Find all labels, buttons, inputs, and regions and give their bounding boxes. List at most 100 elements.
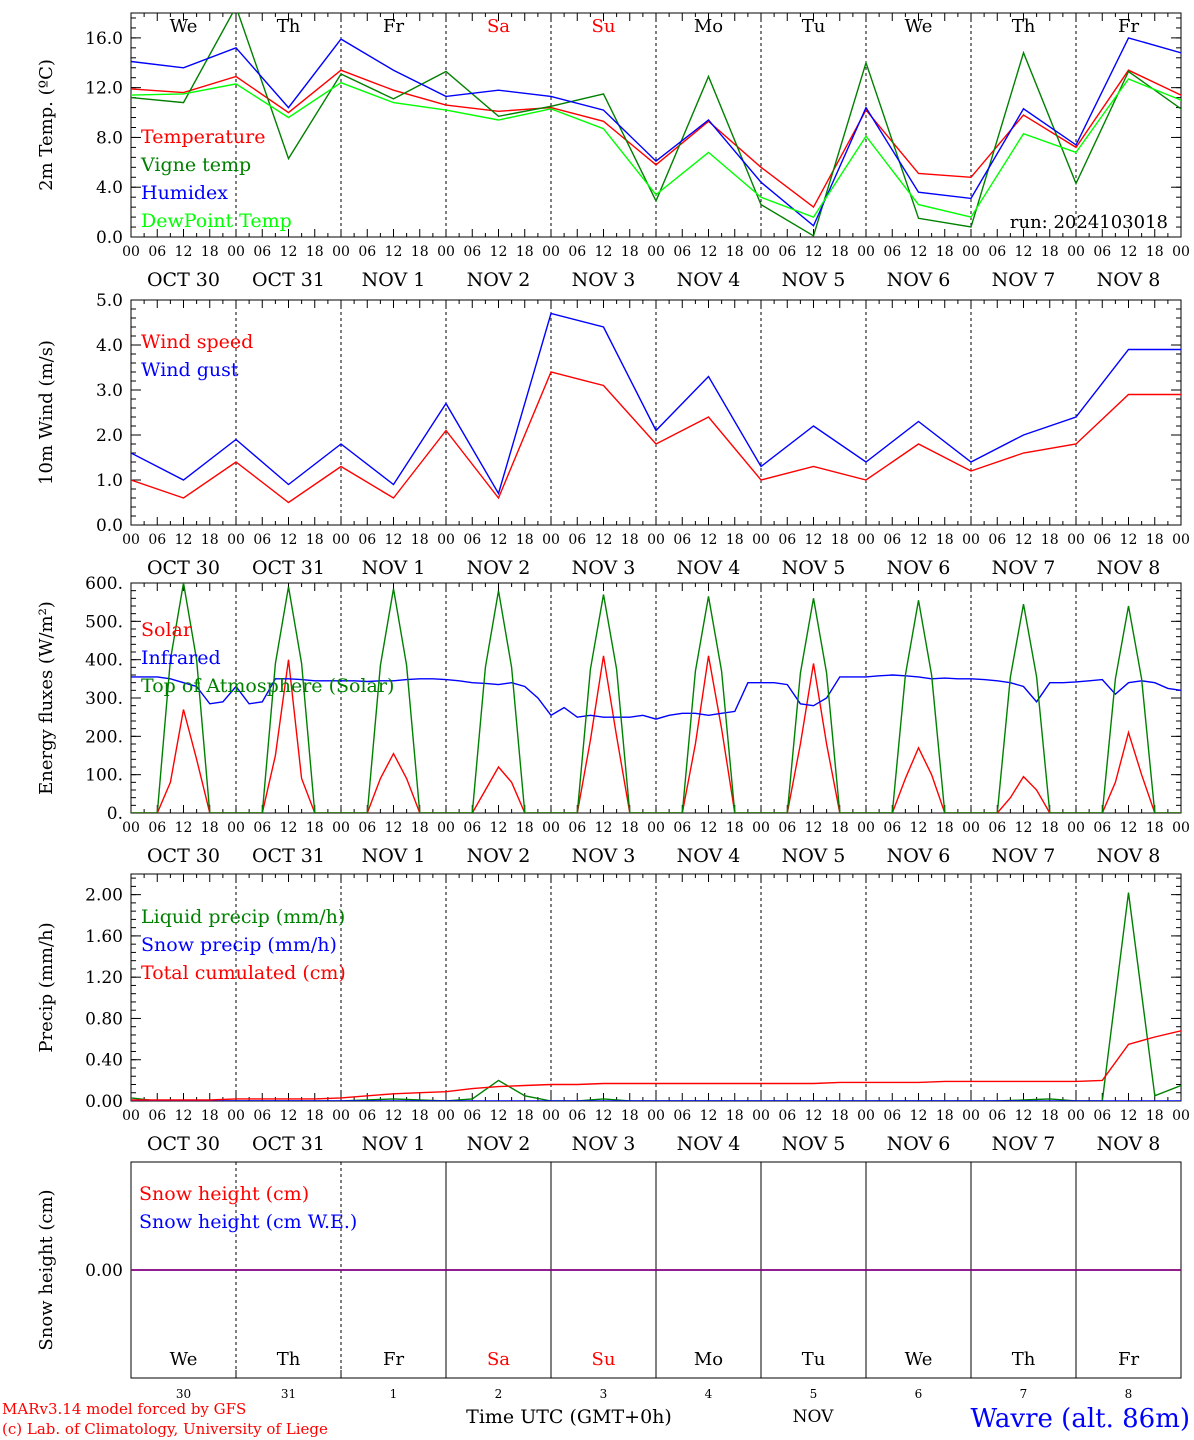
hour-label: 00	[1172, 1108, 1190, 1124]
date-label: NOV 8	[1097, 845, 1161, 867]
hour-label: 00	[962, 244, 980, 260]
hour-label: 06	[148, 1108, 166, 1124]
hour-label: 00	[122, 244, 140, 260]
footer: 30 31 1 2 3 4 5 6 7 8 MARv3.14 model forced by GFS…	[2, 1387, 1190, 1438]
weekday-label: Th	[277, 1349, 301, 1370]
date-label: OCT 30	[147, 845, 220, 867]
y-tick-label: 5.0	[96, 291, 123, 311]
hour-label: 18	[1146, 532, 1164, 548]
hour-label: 06	[778, 244, 796, 260]
weekday-label: Fr	[383, 16, 404, 37]
hour-label: 00	[647, 532, 665, 548]
hour-label: 06	[883, 244, 901, 260]
hour-label: 00	[227, 244, 245, 260]
hour-label: 00	[122, 532, 140, 548]
hour-label: 12	[385, 820, 403, 836]
date-label: OCT 30	[147, 557, 220, 579]
hour-label: 18	[831, 244, 849, 260]
hour-label: 18	[411, 532, 429, 548]
hour-label: 12	[385, 244, 403, 260]
hour-label: 12	[700, 532, 718, 548]
y-axis-label: Energy fluxes (W/m²)	[36, 601, 57, 795]
y-tick-label: 500.	[85, 612, 123, 632]
date-label: NOV 3	[572, 1133, 636, 1155]
date-label: NOV 1	[362, 845, 426, 867]
hour-label: 12	[385, 1108, 403, 1124]
series-line-temperature	[131, 69, 1181, 209]
hour-label: 06	[778, 820, 796, 836]
hour-label: 06	[673, 244, 691, 260]
hour-label: 18	[831, 532, 849, 548]
series-line-infrared	[131, 674, 1181, 720]
weekday-label: Th	[1012, 1349, 1036, 1370]
footer-day-number: 6	[915, 1387, 923, 1401]
series-line-total-cumulated-cm	[131, 1030, 1181, 1101]
y-tick-label: 0.00	[85, 1092, 123, 1112]
y-tick-label: 0.0	[96, 228, 123, 248]
hour-label: 00	[962, 1108, 980, 1124]
run-label: run: 2024103018	[1010, 212, 1168, 233]
hour-label: 00	[437, 820, 455, 836]
date-label: NOV 5	[782, 1133, 846, 1155]
hour-label: 12	[490, 532, 508, 548]
panel-2: 0.0 1.0 2.0 3.0 4.0 5.0 10m Wind (m/s) 00 06 12 18…	[36, 291, 1190, 579]
y-tick-label: 300.	[85, 689, 123, 709]
panel-1: 0.0 4.0 8.0 12.0 16.0 2m Temp. (ºC) We Th Fr Sa Su…	[36, 12, 1190, 291]
credit-line-1: MARv3.14 model forced by GFS	[2, 1400, 246, 1418]
hour-label: 12	[910, 532, 928, 548]
hour-label: 12	[1015, 820, 1033, 836]
footer-day-number: 31	[281, 1387, 296, 1401]
hour-label: 18	[621, 820, 639, 836]
hour-label: 12	[280, 1108, 298, 1124]
footer-day-number: 2	[495, 1387, 503, 1401]
legend-snow-precip-mm-h: Snow precip (mm/h)	[141, 934, 337, 956]
date-label: NOV 2	[467, 557, 531, 579]
weekday-label: Su	[592, 1349, 616, 1370]
date-label: NOV 6	[887, 269, 951, 291]
hour-label: 06	[358, 532, 376, 548]
hour-label: 12	[700, 1108, 718, 1124]
date-label: NOV 1	[362, 557, 426, 579]
date-label: OCT 31	[252, 557, 325, 579]
weekday-label: Fr	[1118, 1349, 1139, 1370]
date-label: OCT 31	[252, 845, 325, 867]
date-label: NOV 3	[572, 845, 636, 867]
hour-label: 06	[463, 1108, 481, 1124]
hour-label: 18	[726, 532, 744, 548]
hour-label: 18	[1041, 244, 1059, 260]
y-axis-label: Snow height (cm)	[36, 1189, 57, 1350]
panel-3: 0. 100. 200. 300. 400. 500. 600. Energy fluxes …	[36, 574, 1190, 867]
y-tick-label: 1.0	[96, 471, 123, 491]
footer-day-number: 8	[1125, 1387, 1133, 1401]
hour-label: 18	[726, 820, 744, 836]
hour-label: 12	[280, 244, 298, 260]
hour-label: 12	[700, 820, 718, 836]
date-label: NOV 1	[362, 1133, 426, 1155]
hour-label: 06	[148, 532, 166, 548]
y-axis-label: 2m Temp. (ºC)	[36, 59, 57, 191]
hour-label: 18	[1041, 820, 1059, 836]
hour-label: 06	[1093, 820, 1111, 836]
hour-label: 00	[857, 1108, 875, 1124]
y-tick-label: 1.60	[85, 927, 123, 947]
series-line-humidex	[131, 37, 1181, 227]
hour-label: 18	[1041, 1108, 1059, 1124]
y-tick-label: 3.0	[96, 381, 123, 401]
hour-label: 18	[1146, 244, 1164, 260]
hour-label: 18	[936, 1108, 954, 1124]
hour-label: 18	[621, 244, 639, 260]
hour-label: 12	[1015, 244, 1033, 260]
hour-label: 12	[385, 532, 403, 548]
weekday-label: We	[905, 1349, 933, 1370]
hour-label: 06	[463, 820, 481, 836]
hour-label: 12	[1120, 820, 1138, 836]
hour-label: 12	[175, 820, 193, 836]
hour-label: 00	[1172, 244, 1190, 260]
hour-label: 18	[516, 820, 534, 836]
legend-vigne-temp: Vigne temp	[140, 154, 251, 176]
y-tick-label: 600.	[85, 574, 123, 594]
hour-label: 06	[568, 1108, 586, 1124]
y-tick-label: 12.0	[85, 79, 123, 99]
hour-label: 06	[1093, 244, 1111, 260]
